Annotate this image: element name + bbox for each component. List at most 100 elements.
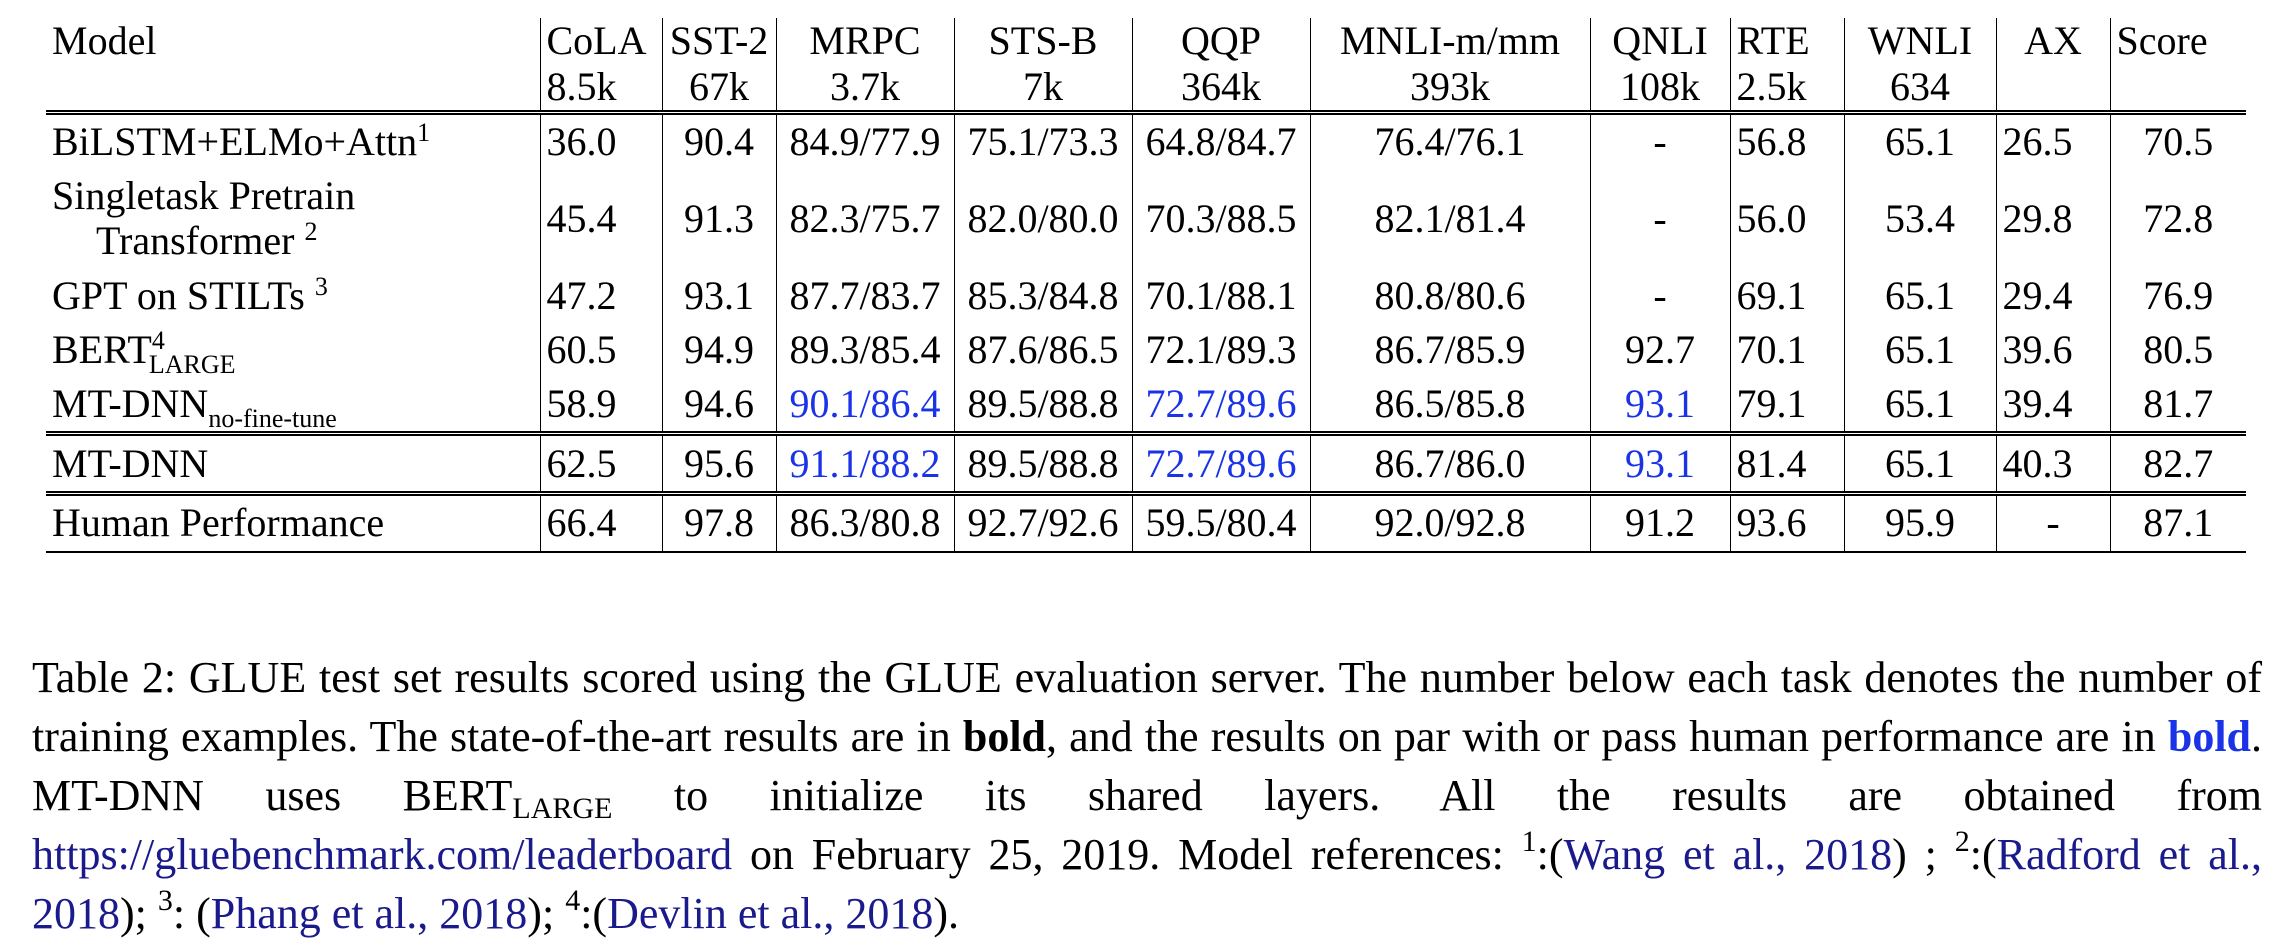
- cell-qqp: 70.3/88.5: [1131, 169, 1310, 269]
- caption-text: to initialize its shared layers. All the…: [612, 771, 2262, 820]
- cell-ax: 39.6: [1995, 323, 2110, 377]
- cell-mnli: 86.7/86.0: [1309, 431, 1590, 494]
- glue-results-table: Model CoLA 8.5k SST-2 67k MRPC 3.7k STS-…: [46, 18, 2246, 553]
- cell-stsb: 89.5/88.8: [953, 377, 1132, 434]
- cell-rte: 56.8: [1729, 110, 1844, 169]
- model-subscript: LARGE: [148, 350, 236, 379]
- cell-qnli: -: [1589, 110, 1730, 169]
- ref-superscript: 3: [157, 884, 173, 917]
- cell-cola: 58.9: [539, 377, 662, 434]
- cell-stsb: 75.1/73.3: [953, 110, 1132, 169]
- cell-mnli: 76.4/76.1: [1309, 110, 1590, 169]
- model-label: MT-DNN: [52, 381, 209, 426]
- ref-superscript: 1: [1521, 825, 1537, 858]
- cell-sst2: 91.3: [661, 169, 776, 269]
- header-cola: CoLA 8.5k: [539, 18, 662, 113]
- cell-qqp: 72.1/89.3: [1131, 323, 1310, 377]
- header-mnli: MNLI-m/mm 393k: [1309, 18, 1590, 113]
- model-name: BiLSTM+ELMo+Attn1: [46, 110, 540, 169]
- cell-mnli: 80.8/80.6: [1309, 269, 1590, 323]
- header-task: WNLI: [1867, 18, 1973, 63]
- model-name: Singletask Pretrain Transformer 2: [46, 169, 540, 269]
- cell-mnli: 82.1/81.4: [1309, 169, 1590, 269]
- cell-cola: 45.4: [539, 169, 662, 269]
- cell-rte: 93.6: [1729, 491, 1844, 553]
- cell-mnli: 92.0/92.8: [1309, 491, 1590, 553]
- cell-qqp: 64.8/84.7: [1131, 110, 1310, 169]
- cell-mrpc: 89.3/85.4: [775, 323, 954, 377]
- cell-wnli: 65.1: [1843, 110, 1996, 169]
- cell-score: 76.9: [2109, 269, 2246, 323]
- header-size: 8.5k: [546, 64, 617, 109]
- cell-stsb: 92.7/92.6: [953, 491, 1132, 553]
- cell-score: 82.7: [2109, 431, 2246, 494]
- header-task: QQP: [1180, 18, 1262, 63]
- cell-cola: 36.0: [539, 110, 662, 169]
- cell-qnli: -: [1589, 269, 1730, 323]
- cell-sst2: 94.9: [661, 323, 776, 377]
- header-size: 7k: [1023, 64, 1063, 109]
- cell-wnli: 65.1: [1843, 377, 1996, 434]
- header-qnli: QNLI 108k: [1589, 18, 1730, 113]
- cell-qnli: 93.1: [1589, 431, 1730, 494]
- cell-mnli: 86.7/85.9: [1309, 323, 1590, 377]
- header-task: STS-B: [988, 18, 1098, 63]
- cell-ax: -: [1995, 491, 2110, 553]
- model-name: BERT4LARGE: [46, 323, 540, 379]
- caption-text: );: [527, 889, 566, 938]
- model-label: GPT on STILTs: [52, 273, 305, 318]
- citation-link-phang[interactable]: Phang et al., 2018: [210, 889, 528, 938]
- header-task: CoLA: [546, 18, 647, 63]
- cell-rte: 70.1: [1729, 323, 1844, 377]
- header-size: 2.5k: [1736, 64, 1807, 109]
- caption-text: on February 25, 2019. Model references:: [732, 830, 1522, 879]
- cell-ax: 40.3: [1995, 431, 2110, 494]
- model-label: BERT: [52, 327, 152, 372]
- table-caption: Table 2: GLUE test set results scored us…: [32, 648, 2262, 943]
- cell-rte: 56.0: [1729, 169, 1844, 269]
- table-row: BERT4LARGE 60.5 94.9 89.3/85.4 87.6/86.5…: [46, 323, 2246, 379]
- citation-link-wang[interactable]: Wang et al., 2018: [1563, 830, 1893, 879]
- cell-ax: 26.5: [1995, 110, 2110, 169]
- citation-link-radford[interactable]: Radford et al., 2018: [32, 830, 2262, 938]
- header-size: 364k: [1181, 64, 1261, 109]
- cell-wnli: 53.4: [1843, 169, 1996, 269]
- table-row: Singletask Pretrain Transformer 2 45.4 9…: [46, 169, 2246, 269]
- header-model: Model: [46, 18, 540, 113]
- cell-stsb: 89.5/88.8: [953, 431, 1132, 494]
- table-row: MT-DNN 62.5 95.6 91.1/88.2 89.5/88.8 72.…: [46, 431, 2246, 494]
- caption-text: :(: [580, 889, 608, 938]
- ref-superscript: 1: [417, 118, 431, 147]
- citation-link-devlin[interactable]: Devlin et al., 2018: [607, 889, 934, 938]
- header-qqp: QQP 364k: [1131, 18, 1310, 113]
- cell-mrpc: 90.1/86.4: [775, 377, 954, 434]
- caption-text: ) ;: [1892, 830, 1937, 879]
- ref-superscript: 2: [1954, 825, 1970, 858]
- ref-superscript: 4: [151, 326, 165, 355]
- header-score: Score: [2109, 18, 2246, 113]
- cell-mrpc: 86.3/80.8: [775, 491, 954, 553]
- cell-rte: 81.4: [1729, 431, 1844, 494]
- cell-mnli: 86.5/85.8: [1309, 377, 1590, 434]
- model-name: GPT on STILTs 3: [46, 269, 540, 323]
- header-size: 393k: [1410, 64, 1490, 109]
- leaderboard-link[interactable]: https://gluebenchmark.com/leaderboard: [32, 830, 733, 879]
- header-task: Model: [52, 18, 157, 63]
- cell-sst2: 95.6: [661, 431, 776, 494]
- header-task: MNLI-m/mm: [1340, 18, 1560, 63]
- header-row: Model CoLA 8.5k SST-2 67k MRPC 3.7k STS-…: [46, 18, 2246, 113]
- table-row: GPT on STILTs 3 47.2 93.1 87.7/83.7 85.3…: [46, 269, 2246, 323]
- cell-wnli: 65.1: [1843, 431, 1996, 494]
- cell-qqp: 59.5/80.4: [1131, 491, 1310, 553]
- cell-cola: 60.5: [539, 323, 662, 377]
- cell-qnli: 93.1: [1589, 377, 1730, 434]
- header-size: 67k: [689, 64, 749, 109]
- model-name: MT-DNN: [46, 431, 540, 494]
- caption-text: ).: [933, 889, 959, 938]
- model-label: Transformer: [96, 218, 295, 263]
- results-table-container: Model CoLA 8.5k SST-2 67k MRPC 3.7k STS-…: [46, 18, 2246, 553]
- table-row: BiLSTM+ELMo+Attn1 36.0 90.4 84.9/77.9 75…: [46, 110, 2246, 169]
- caption-text: :(: [1969, 830, 1997, 879]
- caption-blue-bold-word: bold: [2167, 712, 2252, 761]
- caption-subscript: LARGE: [512, 792, 613, 825]
